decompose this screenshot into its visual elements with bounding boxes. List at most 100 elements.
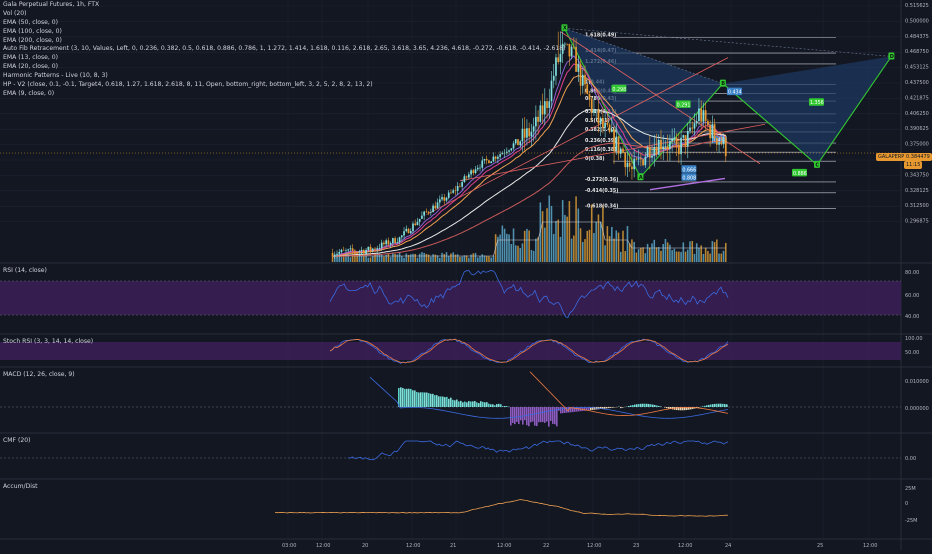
volume-bar [394, 254, 396, 262]
pane-axis-label: 40.00 [905, 314, 919, 320]
candle-body [365, 250, 367, 253]
volume-bar [691, 241, 693, 262]
candle-body [421, 216, 423, 219]
candle-body [662, 147, 664, 150]
macd-bar [634, 405, 636, 407]
legend-item: EMA (20, close, 0) [3, 63, 566, 72]
candle-body [577, 64, 579, 72]
volume-bar [582, 242, 584, 262]
macd-bar [506, 406, 508, 407]
candle-body [459, 186, 461, 187]
candle-body [636, 159, 638, 160]
candle-body [394, 238, 396, 243]
macd-bar [404, 389, 406, 407]
macd-bar [480, 401, 482, 407]
volume-bar [705, 248, 707, 262]
candle-body [356, 252, 358, 253]
pattern-point-label: B [721, 81, 725, 87]
volume-bar [414, 254, 416, 262]
volume-bar [613, 239, 615, 262]
pane-axis-label: 0.000000 [905, 406, 929, 412]
candle-body [647, 147, 649, 157]
candle-body [678, 144, 680, 154]
candle-body [508, 150, 510, 151]
pattern-bcd-fill [723, 56, 891, 164]
macd-bar [726, 404, 728, 407]
macd-bar [642, 404, 644, 407]
macd-bar [608, 407, 610, 408]
candle-body [582, 75, 584, 86]
volume-bar [718, 254, 720, 262]
macd-bar [704, 406, 706, 407]
macd-bar [720, 404, 722, 407]
macd-bar [660, 406, 662, 407]
macd-bar [478, 403, 480, 407]
candle-body [396, 242, 398, 243]
candle-body [580, 64, 582, 86]
chart-title: Gala Perpetual Futures, 1h, FTX [3, 1, 566, 10]
candle-body [519, 141, 521, 145]
price-axis-label: 0.328125 [905, 188, 929, 194]
volume-bar [642, 247, 644, 262]
macd-bar [502, 406, 504, 407]
volume-bar [618, 233, 620, 262]
candle-body [506, 152, 508, 153]
candle-body [624, 153, 626, 167]
volume-bar [488, 256, 490, 262]
volume-bar [671, 250, 673, 262]
macd-bar [544, 407, 546, 423]
macd-bar [426, 392, 428, 407]
candle-body [383, 243, 385, 245]
volume-bar [401, 256, 403, 262]
volume-bar [421, 252, 423, 262]
volume-bar [533, 251, 535, 262]
candle-body [720, 142, 722, 144]
candle-body [461, 182, 463, 187]
price-axis-label: 0.421875 [905, 95, 929, 101]
ratio-label: 0.298 [612, 87, 626, 93]
volume-bar [417, 258, 419, 262]
candle-body [432, 206, 434, 212]
volume-bar [680, 252, 682, 262]
price-axis-label: 0.468750 [905, 49, 929, 55]
fib-label: -0.414(0.35) [585, 188, 618, 194]
macd-bar [492, 404, 494, 407]
volume-bar [419, 254, 421, 262]
candle-body [633, 159, 635, 169]
candle-body [687, 131, 689, 147]
volume-bar [575, 196, 577, 262]
candle-body [332, 253, 334, 257]
macd-bar [446, 397, 448, 407]
macd-bar [520, 407, 522, 420]
volume-bar [653, 240, 655, 262]
volume-bar [649, 248, 651, 262]
volume-bar [638, 249, 640, 262]
candle-body [419, 219, 421, 222]
price-axis-label: 0.515625 [905, 3, 929, 9]
candle-body [696, 121, 698, 123]
candle-body [448, 193, 450, 198]
volume-bar [651, 243, 653, 262]
candle-body [705, 110, 707, 121]
candle-body [627, 163, 629, 167]
candle-body [644, 157, 646, 165]
candle-body [502, 153, 504, 154]
candle-body [714, 124, 716, 138]
volume-bar [553, 234, 555, 262]
pane-axis-label: 0.00 [905, 456, 916, 462]
x-axis-label: 12:00 [587, 543, 601, 549]
pane-axis-label: 0.010000 [905, 379, 929, 385]
volume-bar [443, 254, 445, 262]
macd-bar [548, 407, 550, 427]
volume-bar [631, 239, 633, 262]
ad-pane-title: Accum/Dist [3, 483, 38, 490]
macd-bar [632, 405, 634, 407]
pane-axis-label: 80.00 [905, 270, 919, 276]
stoch-band [0, 342, 901, 360]
macd-bar [538, 407, 540, 422]
volume-bar [412, 254, 414, 262]
price-axis-label: 0.453125 [905, 65, 929, 71]
x-axis-label: 24 [725, 543, 731, 549]
candle-body [669, 141, 671, 149]
volume-bar [589, 230, 591, 262]
